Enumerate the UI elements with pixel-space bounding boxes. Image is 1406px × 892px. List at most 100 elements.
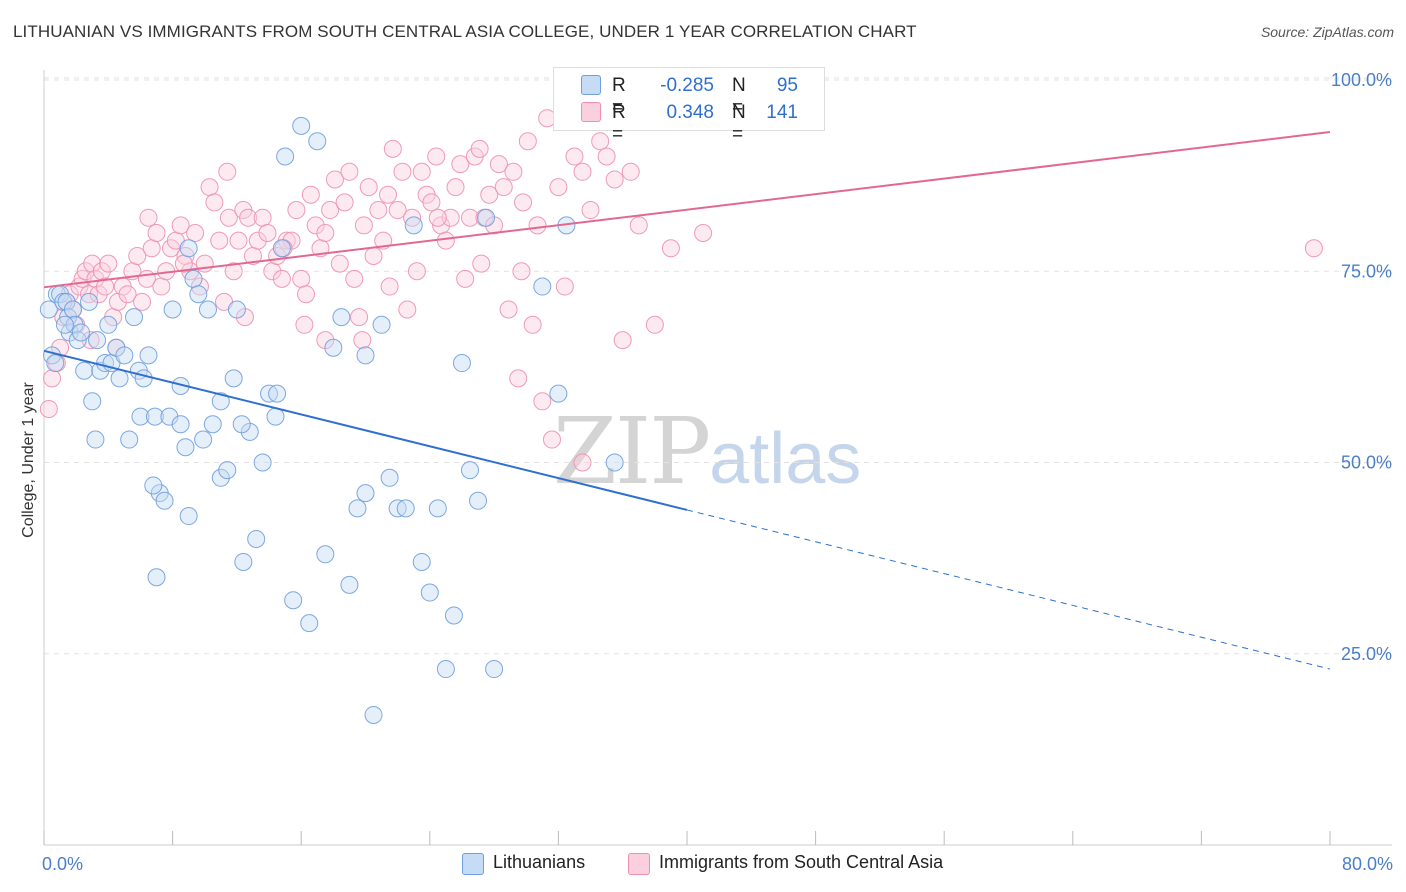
series-immigrants-points [39, 109, 1323, 472]
lithuanians-point [444, 606, 463, 625]
immigrants-point [330, 254, 349, 273]
stats-r-label: R = [612, 102, 626, 145]
immigrants-point [272, 269, 291, 288]
immigrants-point [86, 269, 105, 288]
immigrants-point [171, 216, 190, 235]
stats-n-value: 95 [776, 75, 798, 96]
watermark-atlas: atlas [709, 419, 862, 499]
lithuanians-point [179, 239, 198, 258]
immigrants-point [340, 162, 359, 181]
immigrants-point [139, 208, 158, 227]
lithuanians-point [324, 338, 343, 357]
lithuanians-point [452, 354, 471, 373]
chart-title: LITHUANIAN VS IMMIGRANTS FROM SOUTH CENT… [13, 22, 917, 41]
immigrants-point [248, 231, 267, 250]
immigrants-point [499, 300, 518, 319]
immigrants-point [480, 185, 499, 204]
watermark-zip: ZIP [553, 398, 711, 505]
lithuanians-point [477, 208, 496, 227]
immigrants-point [99, 254, 118, 273]
lithuanians-point [396, 499, 415, 518]
immigrants-point [89, 285, 108, 304]
lithuanians-point [211, 468, 230, 487]
immigrants-point [441, 208, 460, 227]
lithuanians-point [308, 132, 327, 151]
immigrants-point [205, 193, 224, 212]
immigrants-point [621, 162, 640, 181]
y-tick-label: 100.0% [1331, 70, 1392, 90]
lithuanians-point [179, 507, 198, 526]
y-tick-label: 50.0% [1341, 453, 1392, 473]
immigrants-point [398, 300, 417, 319]
immigrants-point [190, 277, 209, 296]
lithuanians-point [272, 239, 291, 258]
lithuanians-trend-extension [686, 509, 1331, 670]
watermark: ZIPatlas [553, 398, 861, 505]
y-tick-label: 25.0% [1341, 644, 1392, 664]
y-tick-label: 75.0% [1341, 261, 1392, 281]
stats-box: R = -0.285 N = 95 R = 0.348 N = 141 [553, 67, 825, 145]
stats-n-label: N = [732, 102, 746, 145]
lithuanians-point [316, 545, 335, 564]
legend-label-lithuanians: Lithuanians [493, 852, 586, 872]
lithuanians-point [218, 461, 237, 480]
immigrants-point [80, 285, 99, 304]
y-axis-label: College, Under 1 year [20, 382, 37, 538]
lithuanians-point [134, 369, 153, 388]
lithuanians-point [372, 315, 391, 334]
immigrants-point [565, 147, 584, 166]
lithuanians-point [120, 430, 139, 449]
lithuanians-point [234, 552, 253, 571]
lithuanians-point [83, 392, 102, 411]
legend-swatch-blue [462, 853, 484, 875]
immigrants-point [694, 224, 713, 242]
immigrants-point [470, 139, 489, 158]
stats-r-value: 0.348 [666, 102, 714, 123]
immigrants-point [369, 201, 388, 220]
stats-swatch-blue [581, 75, 601, 95]
immigrants-point [613, 331, 632, 350]
immigrants-point [427, 147, 446, 166]
lithuanians-point [276, 147, 295, 166]
lithuanians-point [115, 346, 134, 365]
immigrants-point [301, 185, 320, 204]
lithuanians-point [356, 484, 375, 503]
immigrants-trend-line [43, 131, 1331, 289]
immigrants-point [1304, 239, 1323, 258]
lithuanians-point [340, 575, 359, 594]
immigrants-point [597, 147, 616, 166]
immigrants-point [379, 185, 398, 204]
lithuanians-point [65, 315, 84, 334]
immigrants-point [428, 208, 447, 227]
lithuanians-point [549, 384, 568, 403]
lithuanians-point [211, 392, 230, 411]
stats-n-value: 141 [766, 102, 798, 123]
immigrants-point [451, 155, 470, 174]
lithuanians-point [412, 552, 431, 571]
stats-r-label: R = [612, 75, 626, 118]
immigrants-point [321, 201, 340, 220]
immigrants-point [359, 178, 378, 197]
immigrants-point [353, 331, 372, 350]
lithuanians-point [99, 315, 118, 334]
lithuanians-point [125, 308, 144, 327]
immigrants-point [186, 224, 205, 242]
immigrants-point [629, 216, 648, 235]
lithuanians-point [184, 269, 203, 288]
lithuanians-point [86, 430, 105, 449]
lithuanians-point [266, 407, 285, 426]
immigrants-point [316, 224, 335, 242]
lithuanians-point [232, 415, 251, 434]
immigrants-point [472, 254, 491, 273]
lithuanians-point [533, 277, 552, 296]
immigrants-point [581, 201, 600, 220]
lithuanians-point [171, 415, 190, 434]
lithuanians-point [71, 323, 90, 342]
lithuanians-point [198, 300, 217, 319]
axes [43, 70, 1392, 846]
immigrants-point [43, 369, 62, 388]
trend-lines [43, 131, 1331, 670]
lithuanians-point [284, 591, 303, 610]
lithuanians-point [139, 346, 158, 365]
immigrants-point [549, 178, 568, 197]
